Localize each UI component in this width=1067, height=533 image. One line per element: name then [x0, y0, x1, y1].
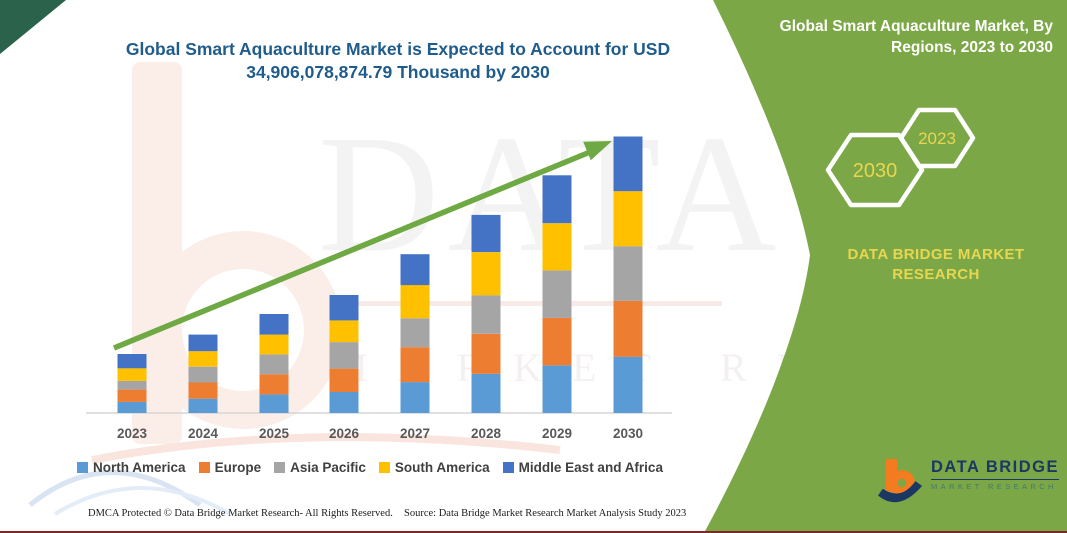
- hexagon-label-2030: 2030: [853, 160, 898, 182]
- legend-marker: [77, 462, 89, 473]
- bar-segment-2024-north-america: [188, 398, 218, 413]
- bar-segment-2027-middle-east-and-africa: [400, 254, 430, 286]
- side-panel-title: Global Smart Aquaculture Market, By Regi…: [723, 16, 1053, 58]
- bar-segment-2030-south-america: [613, 191, 643, 247]
- bar-segment-2030-europe: [613, 300, 643, 357]
- legend-label: Europe: [214, 460, 262, 475]
- x-axis-label: 2029: [542, 426, 572, 441]
- legend-item-europe: Europe: [198, 460, 262, 475]
- x-axis-label: 2027: [400, 426, 430, 441]
- side-panel-title-line2: Regions, 2023 to 2030: [891, 39, 1053, 56]
- chart-title: Global Smart Aquaculture Market is Expec…: [108, 38, 688, 84]
- bar-segment-2024-middle-east-and-africa: [188, 334, 218, 352]
- bar-segment-2023-middle-east-and-africa: [117, 354, 147, 369]
- source-text: Source: Data Bridge Market Research Mark…: [404, 508, 687, 519]
- legend-item-south-america: South America: [378, 460, 490, 475]
- brand-logo-text: DATA BRIDGE MARKET RESEARCH: [931, 458, 1060, 491]
- copyright-text: DMCA Protected © Data Bridge Market Rese…: [88, 508, 393, 519]
- trend-arrow-head: [583, 141, 612, 161]
- bar-segment-2025-asia-pacific: [259, 354, 289, 375]
- bar-segment-2026-europe: [329, 368, 359, 392]
- bar-segment-2024-europe: [188, 382, 218, 399]
- bar-segment-2027-europe: [400, 347, 430, 383]
- brand-logo-name: DATA BRIDGE: [931, 458, 1060, 480]
- bar-segment-2023-north-america: [117, 401, 147, 413]
- legend-item-north-america: North America: [77, 460, 186, 475]
- x-axis-label: 2028: [471, 426, 502, 441]
- bar-segment-2029-asia-pacific: [542, 270, 572, 318]
- bar-segment-2024-asia-pacific: [188, 366, 218, 383]
- bar-segment-2023-asia-pacific: [117, 380, 147, 390]
- bar-segment-2028-south-america: [471, 252, 501, 296]
- x-axis-label: 2030: [613, 426, 643, 441]
- bar-segment-2026-north-america: [329, 392, 359, 413]
- chart-title-line1: Global Smart Aquaculture Market is Expec…: [125, 39, 671, 59]
- bar-segment-2027-asia-pacific: [400, 318, 430, 348]
- x-axis-label: 2025: [259, 426, 290, 441]
- x-axis-label: 2026: [329, 426, 360, 441]
- bar-segment-2025-south-america: [259, 334, 289, 355]
- bar-segment-2028-middle-east-and-africa: [471, 214, 501, 253]
- x-axis-label: 2023: [117, 426, 148, 441]
- side-panel-title-line1: Global Smart Aquaculture Market, By: [779, 18, 1053, 35]
- bar-segment-2029-south-america: [542, 223, 572, 271]
- bar-segment-2023-europe: [117, 389, 147, 402]
- bar-segment-2029-middle-east-and-africa: [542, 175, 572, 224]
- bar-segment-2025-europe: [259, 374, 289, 395]
- bar-segment-2030-north-america: [613, 356, 643, 413]
- bar-segment-2030-middle-east-and-africa: [613, 136, 643, 192]
- hexagon-label-2023: 2023: [918, 129, 956, 148]
- legend-label: North America: [93, 460, 186, 475]
- bar-segment-2030-asia-pacific: [613, 246, 643, 301]
- brand-logo: DATA BRIDGE MARKET RESEARCH: [878, 458, 1060, 508]
- hexagon-outline-2030: [825, 132, 925, 208]
- logo-b-bowl: [889, 470, 915, 496]
- bar-segment-2023-south-america: [117, 368, 147, 381]
- legend-label: South America: [394, 460, 490, 475]
- bar-segment-2026-asia-pacific: [329, 342, 359, 369]
- legend-marker: [274, 462, 286, 473]
- legend-item-asia-pacific: Asia Pacific: [274, 460, 366, 475]
- bar-segment-2026-south-america: [329, 320, 359, 343]
- footer-accent-line: [0, 531, 1067, 533]
- bar-segment-2029-north-america: [542, 365, 572, 413]
- legend-marker: [198, 462, 210, 473]
- brand-logo-icon: [878, 459, 923, 503]
- trend-arrow-line: [112, 149, 592, 351]
- legend-marker: [378, 462, 390, 473]
- logo-swoosh: [878, 481, 923, 503]
- bar-segment-2026-middle-east-and-africa: [329, 295, 359, 321]
- chart-title-line2: 34,906,078,874.79 Thousand by 2030: [246, 62, 550, 82]
- brand-logo-subtitle: MARKET RESEARCH: [931, 482, 1057, 491]
- bar-segment-2027-south-america: [400, 285, 430, 319]
- bar-segment-2028-asia-pacific: [471, 295, 501, 334]
- x-axis-label: 2024: [188, 426, 219, 441]
- bar-segment-2025-middle-east-and-africa: [259, 314, 289, 335]
- legend-marker: [502, 462, 514, 473]
- bar-segment-2027-north-america: [400, 382, 430, 413]
- chart-legend: North America Europe Asia Pacific South Ame…: [60, 460, 680, 475]
- bar-segment-2025-north-america: [259, 394, 289, 413]
- legend-label: Asia Pacific: [290, 460, 366, 475]
- legend-label: Middle East and Africa: [518, 460, 663, 475]
- hexagon-badge-2030: 2030: [825, 132, 925, 208]
- legend-item-middle-east-and-africa: Middle East and Africa: [502, 460, 663, 475]
- side-panel-caption: DATA BRIDGE MARKET RESEARCH: [847, 246, 1025, 283]
- bar-segment-2028-north-america: [471, 373, 501, 413]
- bar-segment-2028-europe: [471, 333, 501, 374]
- bar-segment-2024-south-america: [188, 351, 218, 367]
- corner-accent-triangle: [0, 0, 66, 54]
- bar-segment-2029-europe: [542, 317, 572, 366]
